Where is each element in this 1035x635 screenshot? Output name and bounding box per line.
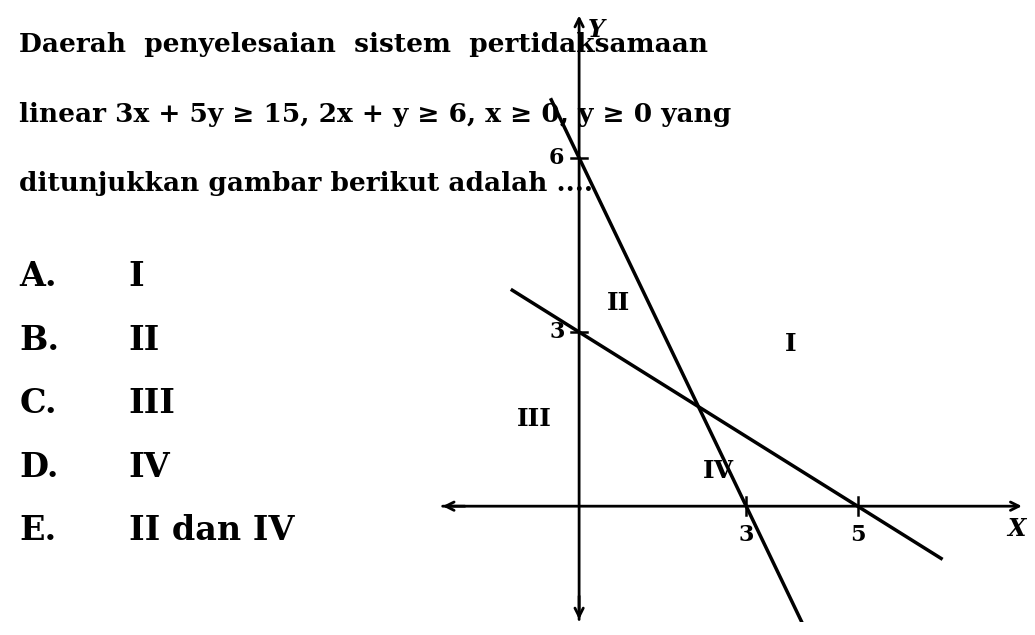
Text: A.: A. xyxy=(20,260,57,293)
Text: B.: B. xyxy=(20,324,60,357)
Text: Y: Y xyxy=(588,18,604,42)
Text: X: X xyxy=(1007,518,1026,542)
Text: Daerah  penyelesaian  sistem  pertidaksamaan: Daerah penyelesaian sistem pertidaksamaa… xyxy=(20,32,709,57)
Text: 6: 6 xyxy=(550,147,564,169)
Text: C.: C. xyxy=(20,387,57,420)
Text: I: I xyxy=(785,331,797,356)
Text: 5: 5 xyxy=(850,525,865,546)
Text: 3: 3 xyxy=(550,321,564,343)
Text: III: III xyxy=(518,407,552,431)
Text: III: III xyxy=(128,387,176,420)
Text: IV: IV xyxy=(128,451,171,484)
Text: II: II xyxy=(607,291,629,315)
Text: linear 3x + 5y ≥ 15, 2x + y ≥ 6, x ≥ 0, y ≥ 0 yang: linear 3x + 5y ≥ 15, 2x + y ≥ 6, x ≥ 0, … xyxy=(20,102,732,126)
Text: II: II xyxy=(128,324,160,357)
Text: ditunjukkan gambar berikut adalah ....: ditunjukkan gambar berikut adalah .... xyxy=(20,171,593,196)
Text: 3: 3 xyxy=(739,525,753,546)
Text: II dan IV: II dan IV xyxy=(128,514,294,547)
Text: D.: D. xyxy=(20,451,59,484)
Text: IV: IV xyxy=(703,459,734,483)
Text: E.: E. xyxy=(20,514,57,547)
Text: I: I xyxy=(128,260,144,293)
